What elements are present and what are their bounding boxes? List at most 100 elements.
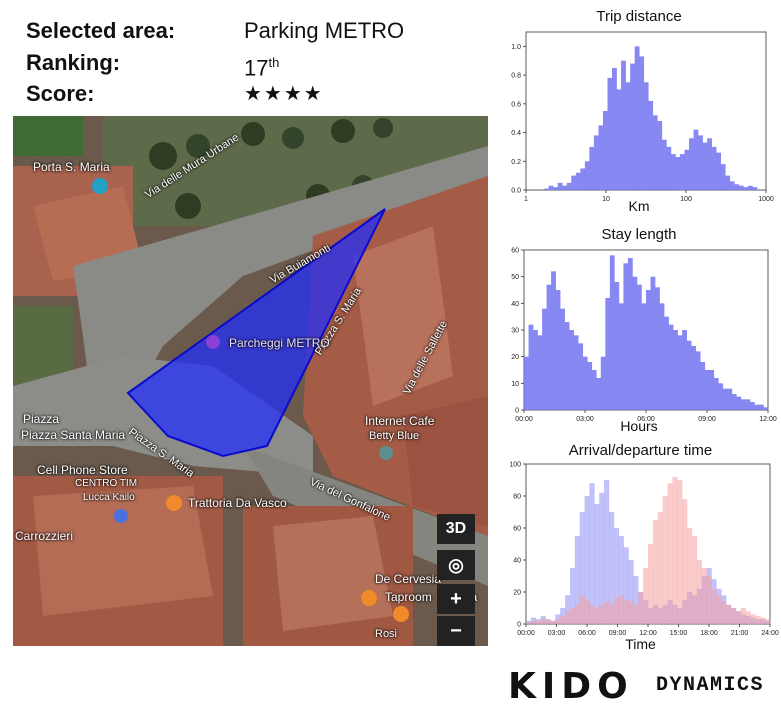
y-tick-label: 80: [513, 494, 521, 501]
series-bar: [664, 316, 669, 410]
series-bar: [702, 142, 708, 190]
series-bar: [639, 56, 645, 190]
departure-bar: [706, 576, 712, 624]
arrival-bar: [628, 560, 634, 624]
departure-bar: [745, 611, 751, 624]
series-bar: [584, 161, 590, 190]
departure-bar: [721, 601, 727, 624]
series-bar: [537, 335, 543, 410]
label-centro-tim: CENTRO TIM: [75, 478, 138, 489]
series-bar: [675, 156, 681, 190]
selected-area-label: Selected area:: [26, 18, 176, 43]
series-bar: [650, 276, 656, 410]
series-bar: [679, 154, 685, 190]
series-bar: [557, 182, 563, 190]
zoom-in-button[interactable]: +: [437, 584, 475, 614]
series-bar: [524, 356, 529, 410]
arrival-bar: [530, 617, 537, 624]
series-bar: [673, 330, 678, 410]
series-bar: [641, 303, 647, 410]
departure-bar: [530, 620, 537, 624]
y-tick-label: 100: [509, 462, 521, 469]
series-bar: [763, 407, 769, 410]
departure-bar: [760, 617, 766, 624]
label-trattoria-da-vasco[interactable]: Trattoria Da Vasco: [188, 496, 287, 510]
series-bar: [725, 175, 731, 190]
stay-length-chart: Stay length 0 10 20 30 40 50 60 00:00 03:00 06:00…: [500, 222, 778, 440]
departure-bar: [545, 619, 551, 624]
series-bar: [670, 154, 676, 190]
series-bar: [533, 330, 538, 410]
series-bar: [666, 146, 672, 190]
map-3d-button[interactable]: 3D: [437, 514, 475, 544]
x-tick-label: 00:00: [517, 630, 535, 637]
departure-bar: [613, 598, 620, 624]
series-bar: [648, 100, 654, 190]
y-tick-label: 10: [511, 381, 519, 388]
arrival-bar: [589, 483, 595, 624]
series-bar: [573, 335, 579, 410]
label-cell-phone-store[interactable]: Cell Phone Store: [37, 463, 128, 477]
series-bar: [754, 404, 760, 410]
arrival-departure-plot: 0 20 40 60 80 100 00:00 03:00 06:00 09:00 12:00 15:…: [509, 462, 779, 638]
series-bar: [571, 175, 577, 190]
departure-bar: [657, 512, 663, 624]
label-internet-cafe[interactable]: Internet Cafe: [365, 414, 435, 428]
x-tick-label: 24:00: [761, 630, 779, 637]
label-betty-blue: Betty Blue: [369, 430, 420, 442]
series-bar: [655, 287, 660, 410]
label-de-cervesia[interactable]: De Cervesia: [375, 572, 442, 586]
series-bar: [618, 303, 624, 410]
series-bar: [593, 135, 599, 190]
label-parcheggi-metro[interactable]: Parcheggi METRO: [229, 336, 330, 350]
x-tick-label: 06:00: [578, 630, 596, 637]
series-bar: [646, 290, 651, 410]
series-bar: [612, 67, 617, 190]
x-tick-label: 18:00: [700, 630, 718, 637]
departure-bar: [540, 619, 546, 624]
y-tick-label: 0: [517, 622, 521, 629]
stay-length-title: Stay length: [601, 226, 677, 243]
label-carrozzieri: Carrozzieri: [15, 529, 74, 543]
zoom-out-button[interactable]: −: [437, 616, 475, 646]
series-bar: [605, 298, 611, 410]
arrival-bar: [599, 492, 605, 624]
score-stars: ★★★★: [244, 83, 324, 105]
series-bar: [587, 362, 593, 410]
series-bar: [684, 149, 690, 190]
series-bar: [704, 370, 710, 410]
arrival-bar: [579, 512, 585, 624]
stay-length-xlabel: Hours: [620, 418, 658, 434]
departure-bar: [604, 601, 610, 624]
departure-bar: [750, 614, 756, 624]
departure-bar: [701, 568, 707, 624]
series-bar: [740, 399, 746, 410]
locate-icon[interactable]: ◎: [437, 550, 475, 580]
x-tick-label: 12:00: [759, 416, 777, 423]
series-bar: [602, 111, 608, 190]
series-bar: [700, 362, 706, 410]
series-bar: [548, 185, 554, 190]
departure-bar: [574, 604, 580, 624]
series-bar: [668, 324, 674, 410]
series-bar: [625, 82, 631, 190]
x-tick-label: 03:00: [548, 630, 566, 637]
y-tick-label: 0.8: [511, 73, 521, 80]
x-tick-label: 1000: [758, 196, 774, 203]
departure-bar: [730, 608, 737, 624]
series-bar: [553, 187, 558, 190]
series-bar: [652, 115, 658, 190]
label-piazza-santa-maria-1: Piazza: [23, 412, 60, 426]
series-bar: [627, 258, 633, 410]
x-tick-label: 06:00: [637, 416, 655, 423]
label-porta-s-maria: Porta S. Maria: [33, 160, 110, 174]
departure-bar: [584, 600, 590, 624]
series-bar: [661, 139, 667, 190]
series-bar: [609, 255, 615, 410]
arrival-bar: [633, 576, 639, 624]
arrival-bar: [623, 547, 629, 624]
satellite-map[interactable]: Porta S. Maria Via delle Mura Urbane Via…: [13, 116, 488, 646]
series-bar: [591, 370, 597, 410]
label-taproom: Taproom: [385, 590, 432, 604]
departure-bar: [623, 600, 629, 624]
